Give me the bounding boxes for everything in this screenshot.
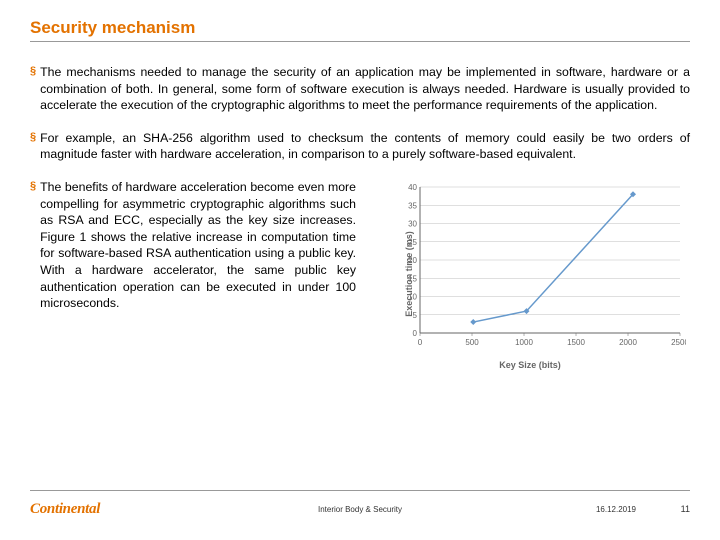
slide: Security mechanism § The mechanisms need… — [0, 0, 720, 540]
bullet-text: For example, an SHA-256 algorithm used t… — [40, 130, 690, 163]
svg-text:2000: 2000 — [619, 338, 637, 347]
chart-x-axis-label: Key Size (bits) — [499, 360, 561, 370]
bullet-marker-icon: § — [30, 64, 36, 114]
svg-text:35: 35 — [408, 201, 417, 210]
footer-row: Continental Interior Body & Security 16.… — [30, 498, 690, 520]
svg-text:1500: 1500 — [567, 338, 585, 347]
title-rule — [30, 41, 690, 42]
page-title: Security mechanism — [30, 18, 690, 38]
chart-svg: 0 5 10 15 20 25 30 35 40 0 500 1000 1500 2000 2500 — [396, 181, 686, 351]
footer-date: 16.12.2019 — [596, 505, 636, 514]
svg-text:30: 30 — [408, 219, 417, 228]
continental-logo: Continental — [30, 501, 100, 518]
footer-center-text: Interior Body & Security — [318, 505, 402, 514]
svg-text:0: 0 — [413, 329, 418, 338]
bullet-text: The benefits of hardware acceleration be… — [40, 179, 356, 312]
footer-page-number: 11 — [681, 504, 690, 514]
svg-text:2500: 2500 — [671, 338, 686, 347]
bullet-2: § For example, an SHA-256 algorithm used… — [30, 130, 690, 163]
svg-text:500: 500 — [465, 338, 479, 347]
bullet-text: The mechanisms needed to manage the secu… — [40, 64, 690, 114]
bullet-marker-icon: § — [30, 130, 36, 163]
footer-rule — [30, 490, 690, 491]
svg-text:0: 0 — [418, 338, 423, 347]
svg-text:20: 20 — [408, 256, 417, 265]
bullet-1: § The mechanisms needed to manage the se… — [30, 64, 690, 114]
execution-time-chart: Execution time (ms) Key Size (bits) 0510… — [370, 179, 690, 369]
bullet-marker-icon: § — [30, 179, 36, 312]
svg-text:10: 10 — [408, 292, 417, 301]
svg-text:15: 15 — [408, 274, 417, 283]
svg-text:40: 40 — [408, 183, 417, 192]
footer: Continental Interior Body & Security 16.… — [30, 490, 690, 520]
lower-row: § The benefits of hardware acceleration … — [30, 179, 690, 369]
svg-text:5: 5 — [413, 311, 418, 320]
bullet-3: § The benefits of hardware acceleration … — [30, 179, 356, 312]
svg-text:25: 25 — [408, 238, 417, 247]
svg-text:1000: 1000 — [515, 338, 533, 347]
